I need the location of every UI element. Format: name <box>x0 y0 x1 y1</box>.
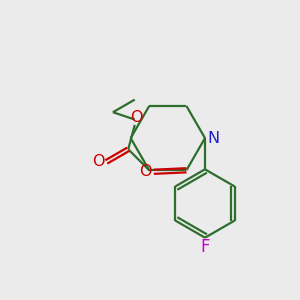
Text: O: O <box>130 110 142 125</box>
Text: O: O <box>92 154 104 169</box>
Text: N: N <box>207 130 219 146</box>
Text: O: O <box>139 164 152 179</box>
Text: F: F <box>200 238 210 256</box>
